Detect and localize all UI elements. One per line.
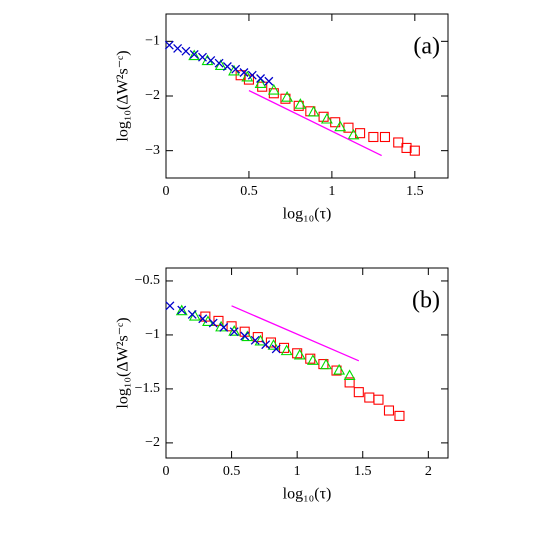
y-axis-label: log₁₀(ΔW²s⁻ᶜ) <box>115 317 132 408</box>
triangle-point <box>254 334 267 346</box>
triangle-point <box>281 91 294 102</box>
triangle-point <box>267 83 280 95</box>
y-tick-label: −2 <box>145 88 160 103</box>
x-tick-label: 0 <box>163 464 170 479</box>
plot-frame <box>165 13 449 179</box>
x-tick-label: 0.5 <box>223 464 241 479</box>
triangle-point <box>334 120 347 132</box>
square-point <box>353 387 364 398</box>
triangle-point <box>254 77 267 89</box>
cross-point <box>261 340 271 350</box>
triangle-point <box>306 354 319 365</box>
x-tick-label: 1 <box>294 464 301 479</box>
square-point <box>394 410 405 421</box>
triangle-point <box>343 369 356 381</box>
triangle-point <box>280 344 293 356</box>
y-axis-label: log₁₀(ΔW²s⁻ᶜ) <box>115 50 132 141</box>
y-tick-label: −2 <box>145 435 160 450</box>
x-tick-label: 1 <box>328 184 335 199</box>
triangle-point <box>267 339 280 350</box>
chart-panel: 0 0.5 1 1.5 2 −0.5 −1 −1.5 −2 log₁₀(τ) log₁₀(ΔW²s⁻… <box>115 267 449 503</box>
triangle-point <box>175 304 188 316</box>
cross-point <box>229 327 239 337</box>
cross-point <box>256 74 266 83</box>
y-tick-label: −3 <box>145 143 160 158</box>
cross-point <box>181 46 191 56</box>
cross-point <box>187 309 197 319</box>
cross-point <box>264 76 274 86</box>
triangle-point <box>320 358 332 370</box>
x-tick-label: 0 <box>163 184 170 199</box>
chart-panel: 0 0.5 1 1.5 −1 −2 −3 log₁₀(τ) log₁₀(ΔW²s⁻ᶜ) (a) <box>115 13 449 223</box>
triangle-point <box>188 309 201 321</box>
cross-point <box>239 68 249 77</box>
square-point <box>383 405 395 416</box>
cross-point <box>198 52 207 62</box>
cross-point <box>177 305 187 315</box>
square-point <box>373 394 384 405</box>
x-tick-label: 1.5 <box>354 464 372 479</box>
cross-point <box>240 331 250 341</box>
panel-annotation: (b) <box>412 288 440 314</box>
triangle-point <box>294 98 307 109</box>
y-tick-label: −1 <box>145 327 160 342</box>
square-point <box>213 315 224 326</box>
x-axis-label: log₁₀(τ) <box>283 206 332 223</box>
cross-point <box>165 301 175 311</box>
triangle-point <box>241 70 254 82</box>
triangle-point <box>347 128 360 140</box>
x-tick-label: 1.5 <box>406 184 424 199</box>
cross-point <box>206 56 216 65</box>
cross-point <box>219 322 229 332</box>
square-point <box>344 377 355 388</box>
cross-point <box>231 64 241 74</box>
cross-point <box>173 43 183 53</box>
x-tick-label: 0.5 <box>240 184 258 199</box>
square-point <box>393 137 404 148</box>
cross-point <box>198 314 208 324</box>
cross-point <box>208 318 218 328</box>
square-point <box>364 392 375 403</box>
triangle-point <box>333 363 346 375</box>
triangle-point <box>228 325 241 336</box>
y-tick-label: −1 <box>145 34 160 49</box>
cross-point <box>189 49 199 59</box>
triangle-point <box>320 112 333 124</box>
triangle-point <box>293 348 306 360</box>
square-point <box>409 145 420 156</box>
y-tick-label: −0.5 <box>135 273 160 288</box>
triangle-point <box>307 105 320 117</box>
plot-frame <box>165 267 449 459</box>
panel-annotation: (a) <box>413 34 440 60</box>
square-point <box>379 131 391 143</box>
cross-point <box>250 335 260 345</box>
reference-line <box>231 305 360 362</box>
cross-point <box>214 58 224 68</box>
cross-point <box>247 70 257 80</box>
triangle-point <box>188 49 201 61</box>
cross-point <box>222 62 232 71</box>
x-axis-label: log₁₀(τ) <box>283 486 332 503</box>
x-tick-label: 2 <box>425 464 432 479</box>
cross-point <box>271 344 281 354</box>
square-point <box>401 142 412 153</box>
y-tick-label: −1.5 <box>135 381 160 396</box>
square-point <box>368 131 379 143</box>
reference-line <box>248 89 382 157</box>
cross-point <box>164 40 174 50</box>
square-point <box>331 365 342 376</box>
